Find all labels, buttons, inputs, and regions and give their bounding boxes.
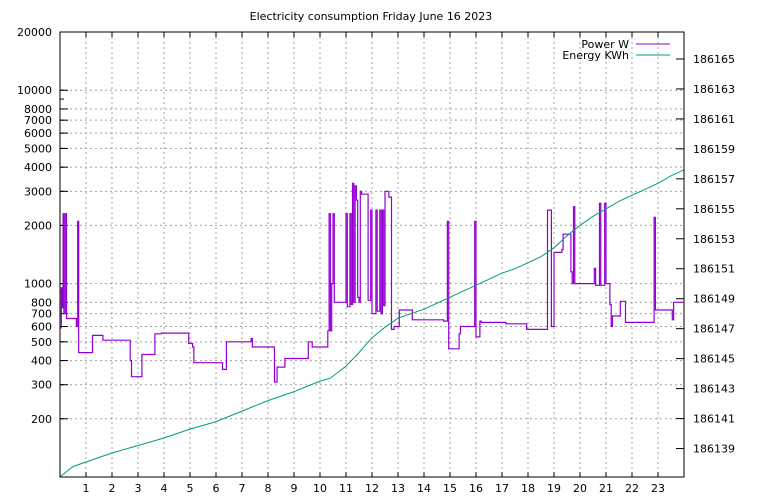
legend: Power W Energy KWh <box>562 38 670 62</box>
y2-tick-label: 186153 <box>693 233 735 246</box>
plot-frame <box>59 31 685 478</box>
x-tick-label: 15 <box>443 482 457 495</box>
legend-label-energy: Energy KWh <box>562 49 629 62</box>
x-tick-label: 18 <box>521 482 535 495</box>
x-tick-label: 21 <box>599 482 613 495</box>
x-tick-label: 11 <box>339 482 353 495</box>
y-tick-label: 200 <box>31 413 52 426</box>
x-tick-label: 13 <box>391 482 405 495</box>
y-tick-label: 300 <box>31 379 52 392</box>
x-tick-label: 1 <box>83 482 90 495</box>
y-tick-label: 700 <box>31 308 52 321</box>
x-tick-label: 9 <box>291 482 298 495</box>
y-tick-label: 8000 <box>24 103 52 116</box>
y-tick-label: 6000 <box>24 127 52 140</box>
x-tick-label: 19 <box>547 482 561 495</box>
y2-tick-label: 186165 <box>693 53 735 66</box>
y-tick-label: 7000 <box>24 114 52 127</box>
x-tick-label: 4 <box>161 482 168 495</box>
x-tick-label: 17 <box>495 482 509 495</box>
x-tick-label: 22 <box>625 482 639 495</box>
y2-tick-label: 186155 <box>693 203 735 216</box>
y-tick-label: 20000 <box>17 26 52 39</box>
y-tick-label: 4000 <box>24 161 52 174</box>
series-line-energy <box>59 169 685 478</box>
y2-tick-label: 186163 <box>693 83 735 96</box>
y-tick-label: 800 <box>31 296 52 309</box>
y2-tick-label: 186141 <box>693 413 735 426</box>
y-tick-label: 1000 <box>24 278 52 291</box>
axis-ticks: 1 2 3 4 5 6 7 8 9 10 11 12 13 14 15 16 17 18 19 20 21 22 23200… <box>17 26 735 495</box>
series-line-power <box>60 182 684 383</box>
x-tick-label: 7 <box>239 482 246 495</box>
y2-tick-label: 186143 <box>693 383 735 396</box>
y2-tick-label: 186151 <box>693 263 735 276</box>
y2-tick-label: 186139 <box>693 443 735 456</box>
y2-tick-label: 186159 <box>693 143 735 156</box>
y-tick-label: 500 <box>31 336 52 349</box>
x-tick-label: 16 <box>469 482 483 495</box>
y-tick-label: 10000 <box>17 84 52 97</box>
x-tick-label: 3 <box>135 482 142 495</box>
x-tick-label: 12 <box>365 482 379 495</box>
y2-tick-label: 186161 <box>693 113 735 126</box>
x-tick-label: 14 <box>417 482 431 495</box>
x-tick-label: 20 <box>573 482 587 495</box>
series-layer <box>59 169 685 478</box>
y-tick-label: 600 <box>31 321 52 334</box>
y-tick-label: 2000 <box>24 219 52 232</box>
chart-title: Electricity consumption Friday June 16 2… <box>250 10 493 23</box>
x-tick-label: 10 <box>313 482 327 495</box>
x-tick-label: 8 <box>265 482 272 495</box>
x-tick-label: 2 <box>109 482 116 495</box>
y-tick-label: 3000 <box>24 185 52 198</box>
y2-tick-label: 186149 <box>693 293 735 306</box>
y2-tick-label: 186145 <box>693 353 735 366</box>
x-tick-label: 6 <box>213 482 220 495</box>
y2-tick-label: 186157 <box>693 173 735 186</box>
y-tick-label: 5000 <box>24 142 52 155</box>
y2-tick-label: 186147 <box>693 323 735 336</box>
y-tick-label: 400 <box>31 355 52 368</box>
x-tick-label: 23 <box>651 482 665 495</box>
legend-label-power: Power W <box>581 38 629 51</box>
x-tick-label: 5 <box>187 482 194 495</box>
